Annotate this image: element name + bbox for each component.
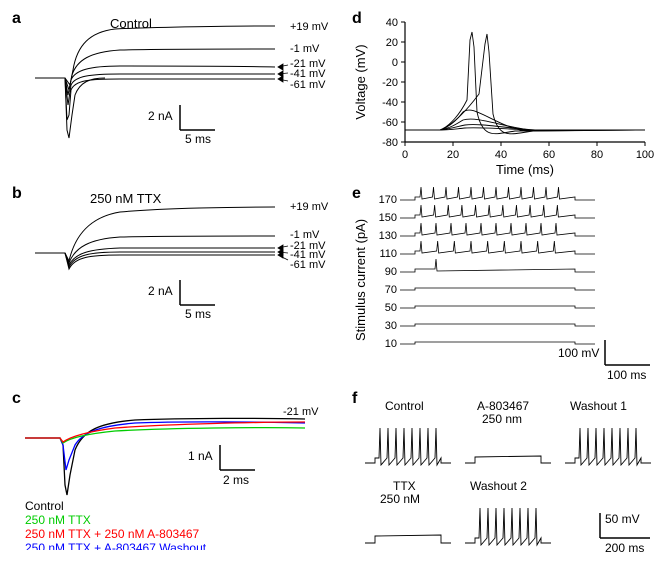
scalebar-x: 5 ms [185,132,211,145]
trace-label: -61 mV [290,79,326,91]
panel-b-label: b [12,185,22,203]
svg-text:40: 40 [495,149,507,161]
svg-text:-80: -80 [382,137,398,149]
trace-label: +19 mV [290,201,329,213]
panel-c: c -21 mV 1 nA 2 ms [10,390,340,570]
cond-label: 250 nm [482,412,522,426]
panel-f: f [350,390,660,570]
ylabel: Voltage (mV) [353,44,368,119]
svg-text:90: 90 [385,266,397,278]
panel-f-label: f [352,390,357,408]
cond-label: A-803467 [477,399,529,413]
panel-a: a Control [10,10,340,180]
scalebar-y: 2 nA [148,284,173,298]
panel-c-svg: -21 mV 1 nA 2 ms Control 250 nM TTX 250 … [10,390,340,550]
svg-text:20: 20 [447,149,459,161]
panel-b-svg: 250 nM TTX +19 mV -1 mV -21 mV -41 mV [10,185,340,320]
scalebar-x: 2 ms [223,473,249,487]
panel-a-svg: Control [10,10,340,145]
svg-text:50: 50 [385,302,397,314]
figure-grid: a Control [10,10,650,570]
trace-label: -61 mV [290,259,326,271]
scalebar-y: 100 mV [558,346,599,360]
cond-label: TTX [393,479,416,493]
scalebar-x: 200 ms [605,541,644,555]
cond-label: 250 nM [380,492,420,506]
svg-text:170: 170 [379,194,397,206]
trace-label: +19 mV [290,21,329,33]
scalebar-x: 100 ms [607,368,646,382]
svg-text:-60: -60 [382,117,398,129]
cond-label: Washout 1 [570,399,627,413]
svg-text:30: 30 [385,320,397,332]
svg-text:10: 10 [385,338,397,350]
cond-label: Washout 2 [470,479,527,493]
xlabel: Time (ms) [496,162,554,177]
svg-text:-20: -20 [382,77,398,89]
svg-text:150: 150 [379,212,397,224]
panel-e-label: e [352,185,361,203]
panel-d-label: d [352,10,362,28]
scalebar-y: 2 nA [148,109,173,123]
scalebar-y: 50 mV [605,512,640,526]
svg-text:60: 60 [543,149,555,161]
panel-c-label: c [12,390,21,408]
trace-label: -1 mV [290,43,320,55]
ylabel: Stimulus current (pA) [353,219,368,341]
svg-text:20: 20 [386,37,398,49]
svg-text:0: 0 [402,149,408,161]
svg-text:-40: -40 [382,97,398,109]
svg-text:130: 130 [379,230,397,242]
svg-text:100: 100 [636,149,654,161]
panel-d-svg: 40 20 0 -20 -40 -60 -80 0 20 40 60 80 10… [350,10,660,180]
svg-text:110: 110 [379,248,397,260]
panel-b-title: 250 nM TTX [90,191,162,206]
svg-text:80: 80 [591,149,603,161]
panel-b: b 250 nM TTX +19 mV -1 mV -21 mV [10,185,340,385]
svg-text:70: 70 [385,284,397,296]
cond-label: Control [385,399,424,413]
voltage-label: -21 mV [283,406,319,418]
legend-item: Control [25,499,64,513]
svg-text:0: 0 [392,57,398,69]
panel-f-svg: Control A-803467 250 nm Washout 1 TTX 25… [350,390,660,570]
legend-item: 250 nM TTX + A-803467 Washout [25,541,207,550]
scalebar-y: 1 nA [188,449,213,463]
svg-text:40: 40 [386,17,398,29]
panel-d: d 40 20 0 -20 -40 -60 -80 0 [350,10,660,180]
panel-a-label: a [12,10,21,28]
panel-e-svg: Stimulus current (pA) 170 150 130 110 90 70 50… [350,185,660,385]
legend-item: 250 nM TTX [25,513,91,527]
scalebar-x: 5 ms [185,307,211,320]
panel-e: e Stimulus current (pA) 170 150 130 110 90 70… [350,185,660,385]
legend-item: 250 nM TTX + 250 nM A-803467 [25,527,200,541]
